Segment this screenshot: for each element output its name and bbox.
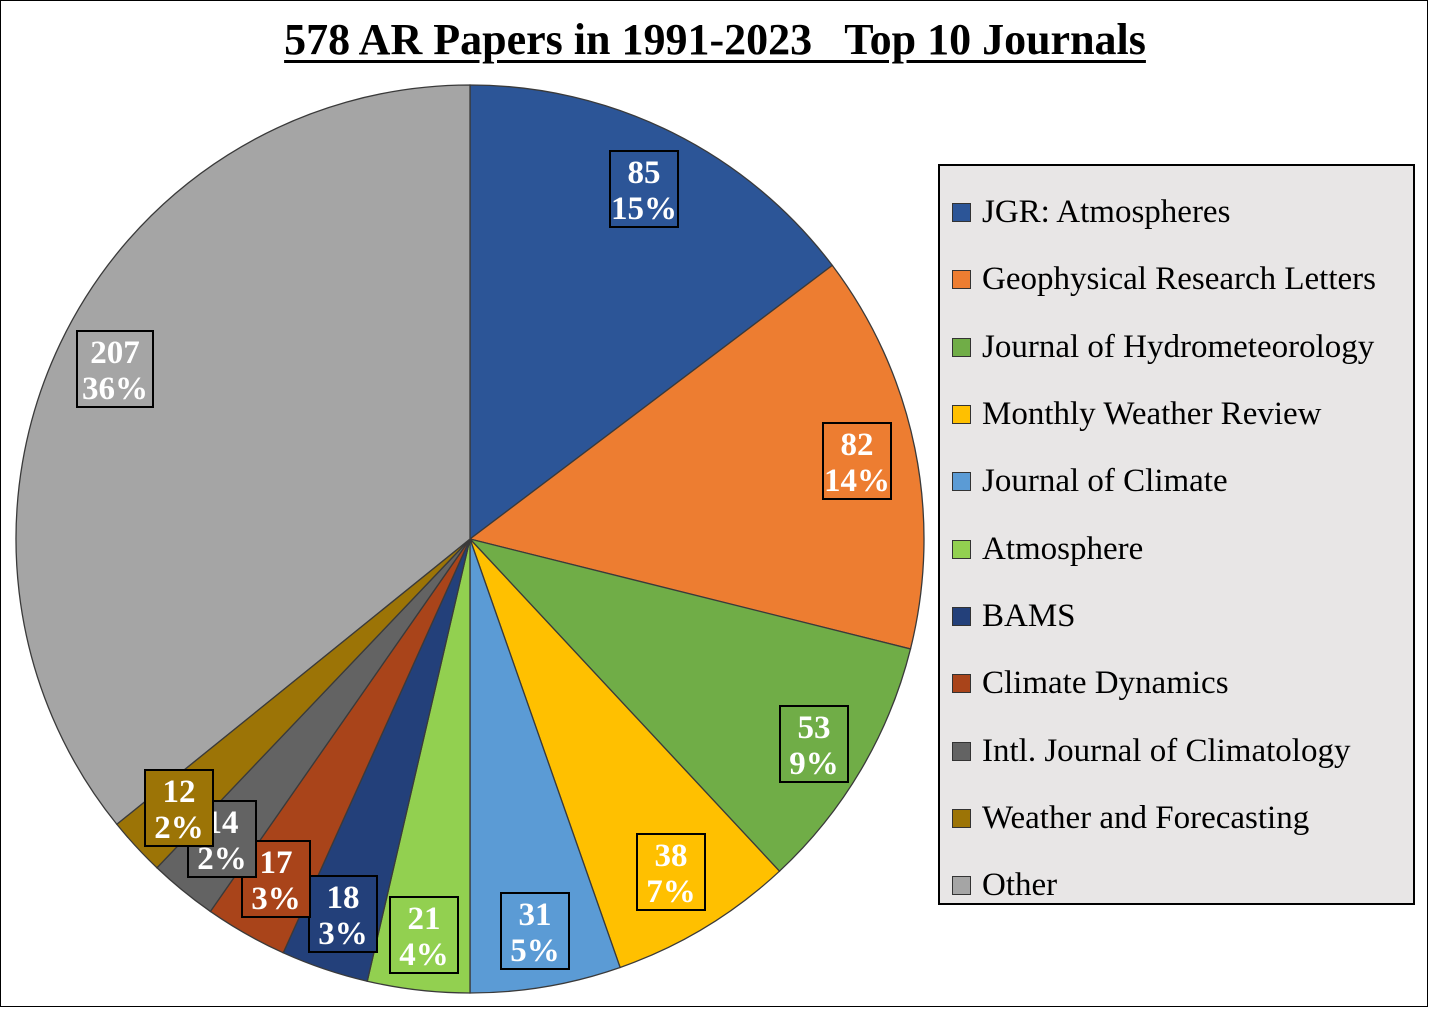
legend-item: JGR: Atmospheres — [940, 179, 1413, 246]
data-label-box — [636, 833, 706, 911]
data-label-percent: 3% — [251, 881, 301, 917]
pie-slice-journal-of-hydrometeorology — [468, 537, 912, 873]
chart-title: 578 AR Papers in 1991-2023 Top 10 Journa… — [284, 15, 1146, 64]
data-label-box — [76, 330, 154, 408]
data-label-percent: 9% — [789, 746, 839, 782]
data-label-value: 82 — [841, 427, 874, 463]
legend-label: Weather and Forecasting — [982, 799, 1310, 836]
legend-swatch — [952, 337, 971, 357]
data-label-percent: 15% — [611, 191, 677, 227]
legend-swatch — [952, 472, 971, 492]
data-label-value: 18 — [327, 880, 360, 916]
data-label-percent: 4% — [399, 937, 449, 973]
legend-swatch — [952, 405, 971, 425]
data-label-value: 85 — [628, 155, 661, 191]
data-label-percent: 3% — [318, 916, 368, 952]
pie-slices — [15, 84, 925, 994]
legend-swatch — [952, 876, 971, 896]
legend-label: Monthly Weather Review — [982, 396, 1322, 433]
data-label-box — [308, 875, 378, 953]
legend: JGR: Atmospheres Geophysical Research Let… — [938, 164, 1415, 905]
data-label: 122% — [144, 769, 214, 847]
data-label-value: 12 — [163, 774, 196, 810]
data-label-box — [779, 705, 849, 783]
legend-label: JGR: Atmospheres — [982, 194, 1231, 231]
legend-item: Intl. Journal of Climatology — [940, 717, 1413, 784]
data-label-value: 21 — [408, 901, 441, 937]
pie-slice-journal-of-climate — [469, 538, 621, 994]
data-label: 183% — [308, 875, 378, 953]
legend-item: Journal of Climate — [940, 448, 1413, 515]
legend-swatch — [952, 741, 971, 761]
data-label-value: 17 — [260, 845, 293, 881]
data-label-percent: 36% — [82, 371, 148, 407]
data-label-value: 38 — [655, 838, 688, 874]
data-label-box — [500, 892, 570, 970]
data-label-box — [389, 896, 459, 974]
legend-swatch — [952, 606, 971, 626]
legend-label: Geophysical Research Letters — [982, 261, 1377, 298]
pie-slice-geophysical-research-letters — [468, 264, 925, 650]
data-label-percent: 7% — [646, 874, 696, 910]
data-label-box — [822, 422, 892, 500]
legend-swatch — [952, 203, 971, 223]
legend-item: Other — [940, 852, 1413, 919]
data-label: 214% — [389, 896, 459, 974]
legend-item: Geophysical Research Letters — [940, 246, 1413, 313]
legend-item: BAMS — [940, 583, 1413, 650]
data-label-value: 207 — [90, 335, 140, 371]
legend-item: Monthly Weather Review — [940, 381, 1413, 448]
legend-swatch — [952, 270, 971, 290]
legend-label: Atmosphere — [982, 530, 1144, 567]
data-label-box — [144, 769, 214, 847]
data-label-box — [609, 150, 679, 228]
data-label-percent: 2% — [154, 810, 204, 846]
legend-swatch — [952, 539, 971, 559]
legend-swatch — [952, 808, 971, 828]
data-label: 387% — [636, 833, 706, 911]
legend-label: Intl. Journal of Climatology — [982, 732, 1351, 769]
legend-swatch — [952, 674, 971, 694]
data-label: 539% — [779, 705, 849, 783]
data-label-value: 31 — [519, 897, 552, 933]
legend-item: Weather and Forecasting — [940, 785, 1413, 852]
legend-item: Climate Dynamics — [940, 650, 1413, 717]
data-label-percent: 14% — [824, 463, 890, 499]
data-label: 315% — [500, 892, 570, 970]
legend-label: Journal of Hydrometeorology — [982, 328, 1375, 365]
legend-label: Other — [982, 867, 1058, 904]
legend-label: Journal of Climate — [982, 463, 1228, 500]
legend-item: Atmosphere — [940, 515, 1413, 582]
data-label-percent: 5% — [510, 933, 560, 969]
legend-item: Journal of Hydrometeorology — [940, 314, 1413, 381]
pie-data-labels: 8515%8214%539%387%315%214%183%173%142%12… — [76, 150, 892, 974]
data-label-value: 53 — [798, 710, 831, 746]
legend-label: Climate Dynamics — [982, 665, 1229, 702]
pie-slice-jgr-atmospheres — [469, 84, 834, 541]
legend-label: BAMS — [982, 597, 1076, 634]
pie-slice-other — [15, 84, 471, 826]
